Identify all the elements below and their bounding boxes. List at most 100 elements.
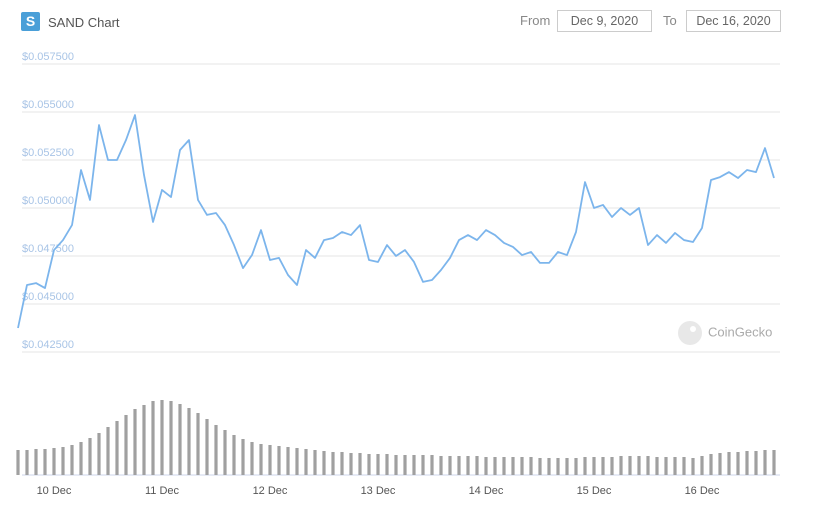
- volume-bar: [655, 457, 659, 475]
- volume-bar: [196, 413, 200, 475]
- volume-bar: [205, 419, 209, 475]
- volume-bar: [385, 454, 389, 475]
- volume-bar: [601, 457, 605, 475]
- volume-bar: [493, 457, 497, 475]
- volume-bar: [475, 456, 479, 475]
- volume-bar: [124, 415, 128, 475]
- volume-bar: [97, 433, 101, 475]
- volume-bar: [691, 458, 695, 475]
- volume-bar: [610, 457, 614, 475]
- watermark-logo: [678, 321, 702, 345]
- volume-bar: [511, 457, 515, 475]
- volume-bar: [745, 451, 749, 475]
- volume-bar: [556, 458, 560, 475]
- x-tick-label: 10 Dec: [37, 485, 72, 497]
- volume-bar: [403, 455, 407, 475]
- volume-bar: [367, 454, 371, 475]
- volume-bar: [115, 421, 119, 475]
- volume-bar: [502, 457, 506, 475]
- volume-bar: [259, 444, 263, 475]
- volume-bar: [727, 452, 731, 475]
- volume-bar: [421, 455, 425, 475]
- volume-bar: [637, 456, 641, 475]
- x-tick-label: 15 Dec: [577, 485, 612, 497]
- price-line: [17, 114, 775, 329]
- volume-bar: [754, 451, 758, 475]
- volume-bar: [250, 442, 254, 475]
- volume-bar: [142, 405, 146, 475]
- volume-bar: [34, 449, 38, 475]
- watermark-eye: [690, 326, 696, 332]
- volume-bar: [664, 457, 668, 475]
- volume-bar: [232, 435, 236, 475]
- watermark-text: CoinGecko: [708, 324, 772, 339]
- volume-bar: [718, 453, 722, 475]
- volume-bar: [628, 456, 632, 475]
- volume-bar: [763, 450, 767, 475]
- volume-bar: [25, 450, 29, 475]
- volume-bar: [16, 450, 20, 475]
- volume-bar: [448, 456, 452, 475]
- logo: S: [21, 12, 40, 31]
- volume-bar: [529, 457, 533, 475]
- y-tick-label: $0.055000: [22, 99, 74, 111]
- volume-bar: [340, 452, 344, 475]
- volume-bar: [88, 438, 92, 475]
- volume-bar: [106, 427, 110, 475]
- volume-bar: [133, 409, 137, 475]
- volume-bar: [700, 456, 704, 475]
- volume-bar: [709, 454, 713, 475]
- volume-bar: [61, 447, 65, 475]
- volume-bar: [538, 458, 542, 475]
- volume-bar: [565, 458, 569, 475]
- volume-bar: [394, 455, 398, 475]
- x-tick-label: 11 Dec: [145, 485, 180, 497]
- volume-bar: [619, 456, 623, 475]
- volume-bar: [169, 401, 173, 475]
- y-tick-label: $0.050000: [22, 195, 74, 207]
- y-tick-label: $0.052500: [22, 147, 74, 159]
- x-tick-label: 13 Dec: [361, 485, 396, 497]
- volume-bar: [214, 425, 218, 475]
- x-tick-label: 12 Dec: [253, 485, 288, 497]
- chart-title: SAND Chart: [48, 15, 120, 30]
- volume-bar: [52, 448, 56, 475]
- volume-bar: [43, 449, 47, 475]
- volume-bar: [304, 449, 308, 475]
- volume-bar: [673, 457, 677, 475]
- volume-bar: [772, 450, 776, 475]
- volume-bar: [322, 451, 326, 475]
- volume-bar: [241, 439, 245, 475]
- from-date[interactable]: Dec 9, 2020: [557, 10, 652, 32]
- volume-bar: [646, 456, 650, 475]
- volume-bar: [268, 445, 272, 475]
- y-tick-label: $0.045000: [22, 291, 74, 303]
- volume-bar: [457, 456, 461, 475]
- volume-bar: [295, 448, 299, 475]
- volume-bar: [376, 454, 380, 475]
- y-tick-label: $0.057500: [22, 51, 74, 63]
- volume-bar: [547, 458, 551, 475]
- volume-bar: [313, 450, 317, 475]
- volume-bar: [574, 458, 578, 475]
- y-tick-label: $0.047500: [22, 243, 74, 255]
- volume-bar: [592, 457, 596, 475]
- volume-bar: [484, 457, 488, 475]
- volume-bar: [178, 404, 182, 475]
- volume-bar: [682, 457, 686, 475]
- volume-bar: [520, 457, 524, 475]
- volume-bar: [151, 401, 155, 475]
- to-label: To: [663, 13, 677, 28]
- volume-bar: [736, 452, 740, 475]
- volume-bar: [79, 442, 83, 475]
- volume-bar: [439, 456, 443, 475]
- watermark: CoinGecko: [678, 321, 772, 345]
- volume-bar: [70, 445, 74, 475]
- y-tick-label: $0.042500: [22, 339, 74, 351]
- volume-bar: [466, 456, 470, 475]
- to-date[interactable]: Dec 16, 2020: [686, 10, 781, 32]
- x-tick-label: 14 Dec: [469, 485, 504, 497]
- volume-bar: [160, 400, 164, 475]
